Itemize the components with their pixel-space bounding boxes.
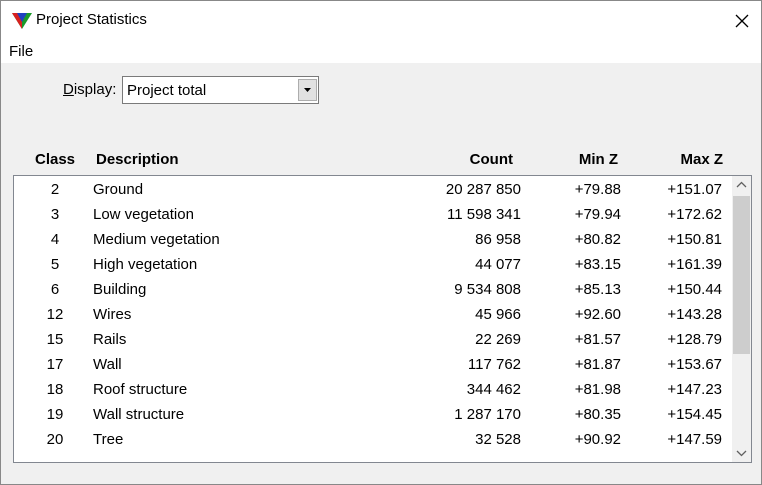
table-cell: 15 <box>46 331 64 348</box>
table-cell: 44 077 <box>475 256 521 273</box>
table-cell: +147.59 <box>667 431 722 448</box>
table-cell: High vegetation <box>93 256 198 273</box>
table-cell: +150.81 <box>667 231 722 248</box>
table-cell: +128.79 <box>667 331 722 348</box>
scroll-down[interactable] <box>734 447 749 459</box>
table-cell: +80.35 <box>574 406 621 423</box>
table-cell: Low vegetation <box>93 206 194 223</box>
table-cell: Rails <box>93 331 127 348</box>
column-header[interactable]: Max Z <box>680 151 723 168</box>
table-cell: +92.60 <box>574 306 621 323</box>
column-header[interactable]: Description <box>96 151 179 168</box>
table-cell: +151.07 <box>667 181 722 198</box>
column-header[interactable]: Class <box>34 151 76 168</box>
table-cell: +81.98 <box>574 381 621 398</box>
window-title: Project Statistics <box>36 11 147 28</box>
table-cell: +79.88 <box>574 181 621 198</box>
dropdown-value: Project total <box>127 82 207 99</box>
table-cell: +79.94 <box>574 206 621 223</box>
column-header[interactable]: Count <box>469 151 513 168</box>
table-cell: 2 <box>50 181 60 198</box>
column-header[interactable]: Min Z <box>578 151 618 168</box>
table-cell: Wall structure <box>93 406 185 423</box>
table-cell: Building <box>93 281 147 298</box>
table-cell: Ground <box>93 181 144 198</box>
menu-item[interactable]: File <box>9 43 34 60</box>
table-cell: 117 762 <box>467 356 521 373</box>
dropdown-button[interactable] <box>298 79 317 101</box>
table-cell: 19 <box>46 406 64 423</box>
display-dropdown[interactable] <box>122 76 319 104</box>
menu-bar <box>1 39 761 63</box>
display-label: Display: <box>63 81 117 98</box>
table-cell: 11 598 341 <box>447 206 521 223</box>
table-cell: +85.13 <box>574 281 621 298</box>
table-cell: +161.39 <box>667 256 722 273</box>
table-cell: 32 528 <box>475 431 521 448</box>
table-cell: 6 <box>50 281 60 298</box>
table-cell: 5 <box>50 256 60 273</box>
table-cell: 20 <box>46 431 64 448</box>
table-cell: 22 269 <box>475 331 521 348</box>
table-cell: +143.28 <box>667 306 722 323</box>
table-cell: 18 <box>46 381 64 398</box>
table-cell: +90.92 <box>574 431 621 448</box>
table-cell: 12 <box>46 306 64 323</box>
table-cell: +172.62 <box>667 206 722 223</box>
table-cell: +150.44 <box>667 281 722 298</box>
table-cell: 20 287 850 <box>445 181 521 198</box>
table-cell: 1 287 170 <box>454 406 521 423</box>
statistics-list <box>13 175 752 463</box>
table-cell: Roof structure <box>93 381 188 398</box>
table-cell: +153.67 <box>667 356 722 373</box>
table-cell: +80.82 <box>574 231 621 248</box>
table-cell: +147.23 <box>667 381 722 398</box>
app-icon <box>12 13 32 29</box>
table-cell: 344 462 <box>466 381 521 398</box>
table-cell: Wires <box>93 306 132 323</box>
dropdown-arrow <box>304 88 311 92</box>
table-cell: 3 <box>50 206 60 223</box>
close-button[interactable] <box>734 13 750 29</box>
scroll-up[interactable] <box>734 179 749 191</box>
table-cell: +83.15 <box>574 256 621 273</box>
table-cell: Wall <box>93 356 122 373</box>
table-cell: +154.45 <box>667 406 722 423</box>
table-cell: 4 <box>50 231 60 248</box>
title-bar <box>1 1 761 39</box>
table-cell: 17 <box>46 356 64 373</box>
table-cell: +81.57 <box>574 331 621 348</box>
table-cell: 45 966 <box>475 306 521 323</box>
table-cell: Medium vegetation <box>93 231 220 248</box>
table-cell: Tree <box>93 431 124 448</box>
table-cell: 86 958 <box>475 231 521 248</box>
table-cell: +81.87 <box>574 356 621 373</box>
table-cell: 9 534 808 <box>454 281 521 298</box>
scroll-thumb[interactable] <box>733 196 750 354</box>
